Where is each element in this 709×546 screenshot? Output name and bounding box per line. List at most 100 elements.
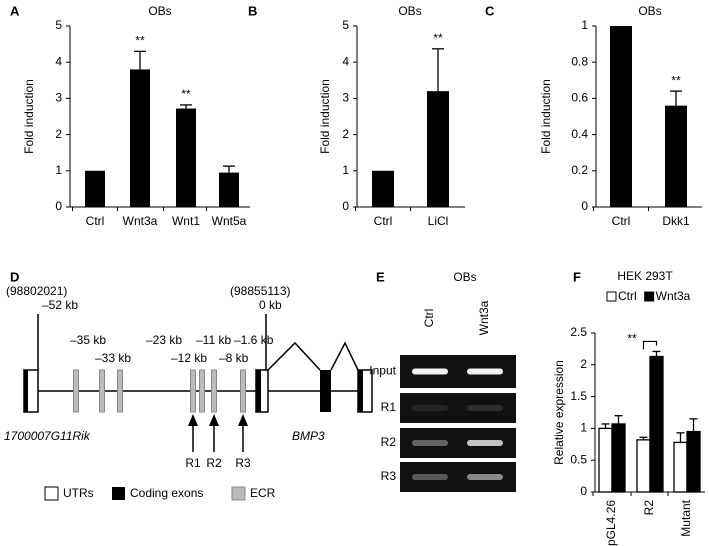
arrow-head [238, 414, 248, 426]
bar [372, 170, 394, 207]
bar [85, 170, 105, 207]
y-tick-label: 5 [342, 18, 349, 32]
legend-label: UTRs [63, 486, 94, 500]
ecr [73, 369, 79, 413]
row-label: R1 [381, 400, 397, 414]
x-tick-label: Dkk1 [662, 214, 690, 228]
y-tick-label: 1 [580, 421, 587, 435]
chart-title: OBs [638, 4, 661, 18]
intron [330, 341, 359, 371]
band [467, 474, 503, 480]
y-axis-label: Relative expression [552, 360, 566, 465]
x-tick-label: Ctrl [86, 214, 105, 228]
row-label: R2 [381, 435, 397, 449]
exon [256, 370, 261, 412]
legend-label: Ctrl [618, 289, 637, 303]
intron [267, 341, 321, 371]
lane-label: Ctrl [422, 309, 436, 328]
panel-label: E [376, 269, 385, 284]
ecr-label: –33 kb [95, 351, 131, 365]
y-tick-label: 1 [55, 163, 62, 177]
bar [610, 26, 632, 207]
ecr [117, 369, 123, 413]
y-tick-label: 2 [580, 357, 587, 371]
distance: –52 kb [42, 298, 78, 312]
legend-swatch [606, 291, 617, 302]
panel-label: C [485, 3, 495, 18]
y-tick-label: 1 [581, 18, 588, 32]
y-axis-label: Fold induction [539, 79, 553, 154]
y-tick-label: 2.5 [570, 325, 587, 339]
chart-title: HEK 293T [617, 269, 673, 283]
gel-title: OBs [453, 270, 476, 284]
bar [649, 355, 664, 493]
significance-bracket [642, 340, 658, 350]
band [467, 368, 503, 375]
legend-swatch [231, 486, 246, 501]
y-tick-label: 0.8 [571, 54, 588, 68]
significance: ** [671, 73, 681, 87]
lane-label: Wnt3a [477, 300, 491, 335]
bar [665, 105, 687, 207]
x-tick-label: LiCl [428, 214, 449, 228]
ecr-label: –1.6 kb [234, 333, 274, 347]
x-tick-label: Mutant [679, 499, 693, 536]
x-tick-label: Wnt1 [172, 214, 200, 228]
panel-e: E OBs [376, 269, 477, 284]
x-tick-label: Wnt3a [123, 214, 158, 228]
legend-label: ECR [250, 486, 276, 500]
exon [24, 370, 28, 412]
x-tick-label: Ctrl [612, 214, 631, 228]
y-tick-label: 1 [342, 163, 349, 177]
ecr-label: –35 kb [70, 333, 106, 347]
y-tick-label: 0.4 [571, 127, 588, 141]
y-tick-label: 2 [55, 127, 62, 141]
y-axis-label: Fold induction [318, 79, 332, 154]
bar [611, 423, 626, 493]
legend-swatch [44, 486, 59, 501]
y-tick-label: 3 [55, 91, 62, 105]
coordinate: (98802021) [6, 284, 67, 298]
y-tick-label: 5 [55, 18, 62, 32]
region-label: R3 [235, 456, 251, 470]
band [467, 440, 503, 446]
bar [427, 91, 449, 207]
y-tick-label: 0 [55, 199, 62, 213]
x-tick-label: Ctrl [374, 214, 393, 228]
panel-d: D (98802021) –52 kb (98855113) 0 kb 1700… [4, 269, 373, 501]
significance: ** [627, 332, 637, 346]
band [467, 405, 503, 411]
y-tick-label: 0 [342, 199, 349, 213]
arrow-head [188, 414, 198, 426]
bar [598, 427, 613, 493]
band [412, 368, 448, 375]
bar [130, 69, 150, 207]
y-tick-label: 0 [581, 199, 588, 213]
gene-name: BMP3 [292, 429, 325, 443]
y-tick-label: 0.2 [571, 163, 588, 177]
band [412, 405, 448, 411]
significance: ** [135, 34, 145, 48]
x-tick-label: pGL4.26 [604, 500, 618, 546]
y-tick-label: 0 [580, 484, 587, 498]
legend-swatch [644, 291, 655, 302]
y-tick-label: 4 [342, 54, 349, 68]
bar [636, 439, 651, 493]
ecr [190, 369, 196, 413]
ecr-label: –12 kb [171, 351, 207, 365]
bar [673, 441, 688, 493]
legend-swatch [112, 487, 125, 500]
distance: 0 kb [259, 298, 282, 312]
y-tick-label: 0.6 [571, 91, 588, 105]
exon [358, 370, 363, 412]
ecr [99, 369, 105, 413]
ecr [199, 369, 205, 413]
ecr-label: –11 kb [196, 333, 231, 347]
panel-label: B [248, 3, 257, 18]
band [412, 474, 448, 480]
y-tick-label: 0.5 [570, 452, 587, 466]
chart-title: OBs [148, 4, 171, 18]
bar [219, 172, 239, 207]
exon [320, 370, 331, 412]
